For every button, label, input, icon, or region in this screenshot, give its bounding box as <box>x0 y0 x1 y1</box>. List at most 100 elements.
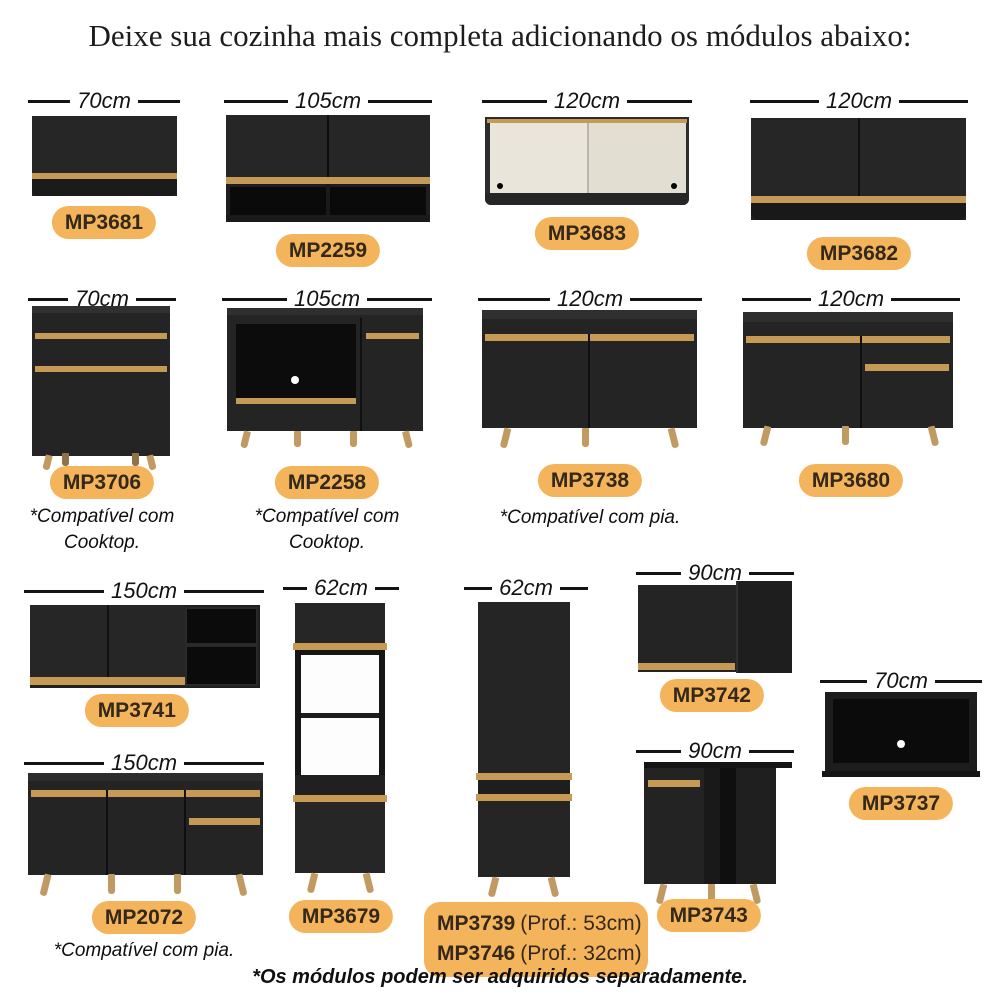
dimension-line-left <box>222 297 287 301</box>
dimension-line-left <box>636 749 682 753</box>
leg <box>759 425 772 447</box>
gold-trim <box>30 677 185 685</box>
depth-detail: (Prof.: 53cm) <box>520 912 642 935</box>
gold-trim <box>293 643 387 650</box>
width-label: 70cm <box>77 88 131 113</box>
width-label: 62cm <box>314 575 368 600</box>
width-label: 150cm <box>110 750 178 775</box>
gold-trim <box>476 794 572 801</box>
mid-band <box>295 775 385 795</box>
sliding-door-left <box>490 123 587 193</box>
width-label: 105cm <box>294 88 362 113</box>
gold-trim <box>487 119 687 123</box>
side-panel <box>736 768 776 884</box>
wall-cabinet-graphic <box>485 117 689 205</box>
product-code-badge: MP3679 <box>288 900 394 933</box>
dimension-line-left <box>742 297 811 301</box>
product-code-badge: MP3706 <box>49 466 155 499</box>
module-mp3739-mp3746: 62cm MP3739 (Prof.: 53cm) MP3746 (Prof.: 3… <box>420 575 648 977</box>
handle-hole-left <box>497 183 503 189</box>
door-divider <box>184 790 186 875</box>
dimension-line-left <box>24 761 104 765</box>
width-dimension: 120cm <box>478 286 703 312</box>
open-niche-bottom <box>301 718 379 775</box>
width-label: 120cm <box>817 286 885 311</box>
dimension-line-left <box>636 571 682 575</box>
base-cabinet-graphic <box>482 310 697 428</box>
corner-base-cabinet-graphic <box>636 738 794 888</box>
dimension-line-left <box>464 586 493 590</box>
corner-fold-panel <box>704 768 720 884</box>
dimension-line-right <box>891 297 961 301</box>
shelf <box>301 713 379 718</box>
dimension-line-left <box>478 297 550 301</box>
width-label: 90cm <box>688 560 742 585</box>
bottom-door <box>295 802 385 873</box>
leg <box>240 430 251 449</box>
product-code-badge: MP2072 <box>91 901 197 934</box>
leg <box>306 872 319 894</box>
width-label: 62cm <box>499 575 553 600</box>
base-cabinet-graphic <box>28 773 263 875</box>
bottom-door <box>478 801 570 877</box>
countertop <box>482 310 697 319</box>
dimension-line-right <box>934 679 983 683</box>
gold-trim <box>31 790 260 797</box>
leg <box>362 872 375 894</box>
module-mp3680: 120cm MP3680 <box>742 286 961 536</box>
module-mp2258: 105cm MP2258 *Compatível com Cooktop. <box>222 286 433 561</box>
dimension-line-left <box>482 99 547 103</box>
gold-trim <box>226 177 430 184</box>
compatibility-note-line1: *Compatível com <box>254 506 400 527</box>
width-label: 150cm <box>110 578 178 603</box>
compatibility-note-line2: Cooktop. <box>63 532 141 553</box>
module-mp3683: 120cm MP3683 <box>482 88 693 263</box>
open-niche-top <box>301 655 379 713</box>
gold-trim <box>746 336 950 343</box>
product-code-badge: MP3683 <box>534 217 640 250</box>
compatibility-note-line1: *Compatível com <box>29 506 175 527</box>
width-dimension: 62cm <box>464 575 589 601</box>
door-divider <box>858 118 860 196</box>
leg <box>235 873 248 897</box>
door-divider <box>327 115 329 184</box>
base-cabinet-graphic <box>743 312 953 428</box>
gold-trim <box>638 663 735 670</box>
bottom-panel <box>32 179 177 196</box>
leg <box>582 428 589 447</box>
dimension-line-left <box>28 297 69 301</box>
module-mp3737: 70cm MP3737 <box>820 666 983 826</box>
dimension-line-right <box>899 99 969 103</box>
dimension-line-left <box>820 679 868 683</box>
leg <box>402 430 413 449</box>
width-dimension: 90cm <box>636 738 795 764</box>
dimension-line-right <box>137 99 181 103</box>
dimension-line-right <box>184 589 265 593</box>
dimension-line-right <box>748 571 795 575</box>
width-label: 105cm <box>293 286 361 311</box>
depth-detail: (Prof.: 32cm) <box>520 942 642 966</box>
gold-trim <box>32 173 177 179</box>
dimension-line-left <box>24 589 104 593</box>
gold-trim <box>236 398 356 404</box>
width-dimension: 90cm <box>636 560 795 586</box>
countertop <box>28 773 263 781</box>
bottom-frame <box>485 193 689 205</box>
module-mp3681: 70cm MP3681 <box>28 88 181 248</box>
dimension-line-right <box>627 99 693 103</box>
dimension-line-right <box>559 586 589 590</box>
bottom-lip <box>822 771 980 777</box>
width-label: 70cm <box>874 668 928 693</box>
product-code-badge: MP3681 <box>51 206 157 239</box>
countertop <box>227 308 423 315</box>
product-code-badge: MP3742 <box>659 679 764 712</box>
wall-cabinet-graphic <box>226 115 430 222</box>
wall-cabinet-graphic <box>751 118 966 220</box>
open-niche-shelf-graphic <box>822 692 980 777</box>
gold-trim <box>648 780 700 787</box>
product-code: MP3746 <box>437 942 516 966</box>
width-dimension: 105cm <box>224 88 433 114</box>
dimension-line-right <box>184 761 265 765</box>
module-mp3682: 120cm MP3682 <box>750 88 969 283</box>
dimension-line-right <box>368 99 433 103</box>
